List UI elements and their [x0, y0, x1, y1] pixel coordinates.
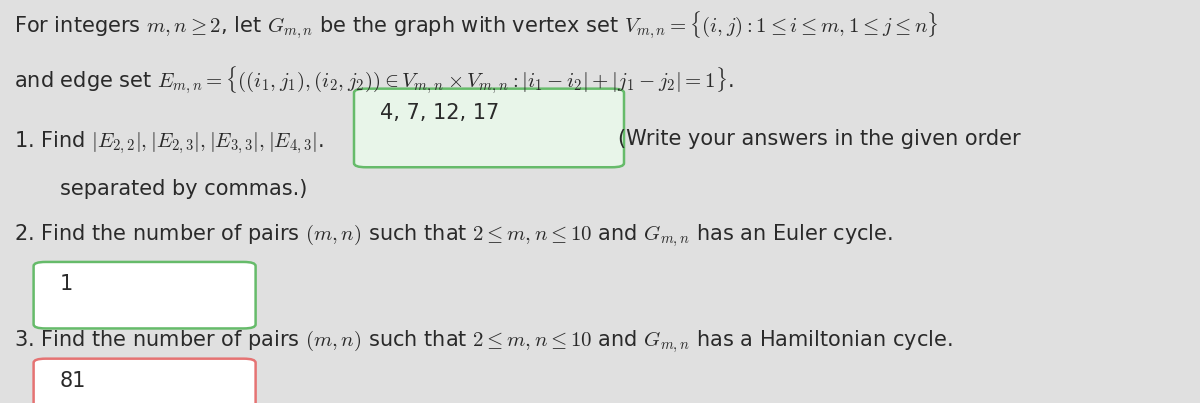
FancyBboxPatch shape [34, 262, 256, 328]
Text: 1: 1 [60, 274, 73, 294]
Text: 81: 81 [60, 371, 86, 391]
Text: separated by commas.): separated by commas.) [60, 179, 307, 199]
Text: For integers $m, n \geq 2$, let $G_{m,n}$ be the graph with vertex set $V_{m,n} : For integers $m, n \geq 2$, let $G_{m,n}… [14, 10, 938, 42]
Text: and edge set $E_{m,n} = \{((i_1, j_1), (i_2, j_2)) \in V_{m,n} \times V_{m,n} : : and edge set $E_{m,n} = \{((i_1, j_1), (… [14, 64, 734, 97]
FancyBboxPatch shape [354, 89, 624, 167]
Text: 1. Find $|E_{2,2}|, |E_{2,3}|, |E_{3,3}|, |E_{4,3}|$.: 1. Find $|E_{2,2}|, |E_{2,3}|, |E_{3,3}|… [14, 129, 324, 156]
Text: 4, 7, 12, 17: 4, 7, 12, 17 [380, 103, 499, 123]
Text: (Write your answers in the given order: (Write your answers in the given order [618, 129, 1021, 149]
FancyBboxPatch shape [34, 359, 256, 403]
Text: 2. Find the number of pairs $(m, n)$ such that $2 \leq m, n \leq 10$ and $G_{m,n: 2. Find the number of pairs $(m, n)$ suc… [14, 222, 893, 249]
Text: 3. Find the number of pairs $(m, n)$ such that $2 \leq m, n \leq 10$ and $G_{m,n: 3. Find the number of pairs $(m, n)$ suc… [14, 328, 953, 355]
